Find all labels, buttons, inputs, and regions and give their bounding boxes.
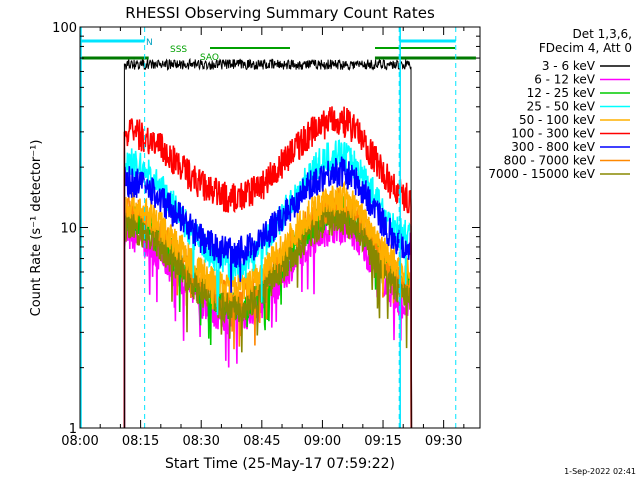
x-tick-label: 09:00 (304, 434, 341, 449)
flag-label: N (146, 38, 153, 48)
flag-label: SAO (200, 53, 219, 63)
legend-label: 300 - 800 keV (511, 140, 595, 154)
y-tick-label: 10 (60, 222, 77, 237)
x-tick-label: 08:00 (61, 434, 98, 449)
x-tick-label: 08:30 (182, 434, 219, 449)
legend-label: 50 - 100 keV (519, 113, 596, 127)
x-tick-label: 08:45 (243, 434, 280, 449)
series-line-5 (123, 180, 413, 429)
flag-label: SSS (170, 45, 187, 55)
legend-label: 6 - 12 keV (534, 73, 596, 87)
footer-timestamp: 1-Sep-2022 02:41 (564, 467, 636, 476)
series-line-9 (123, 203, 413, 429)
legend-label: 3 - 6 keV (542, 59, 596, 73)
series-line-6 (123, 106, 413, 429)
series-line-1 (123, 57, 412, 429)
legend-label: 100 - 300 keV (511, 127, 595, 141)
chart-title: RHESSI Observing Summary Count Rates (125, 4, 435, 22)
y-tick-label: 100 (52, 21, 77, 36)
x-tick-label: 09:30 (425, 434, 462, 449)
x-tick-label: 08:15 (122, 434, 159, 449)
x-axis-label: Start Time (25-May-17 07:59:22) (165, 456, 395, 472)
legend-header-2: FDecim 4, Att 0 (539, 41, 632, 55)
legend-label: 12 - 25 keV (527, 86, 596, 100)
series-line-7 (123, 156, 413, 429)
legend-label: 7000 - 15000 keV (488, 167, 595, 181)
legend-label: 25 - 50 keV (527, 100, 596, 114)
legend-label: 800 - 7000 keV (504, 154, 596, 168)
legend-header-1: Det 1,3,6, (573, 27, 633, 41)
x-tick-label: 09:15 (364, 434, 401, 449)
y-axis-label: Count Rate (s⁻¹ detector⁻¹) (29, 140, 44, 317)
y-tick-label: 1 (69, 422, 77, 437)
